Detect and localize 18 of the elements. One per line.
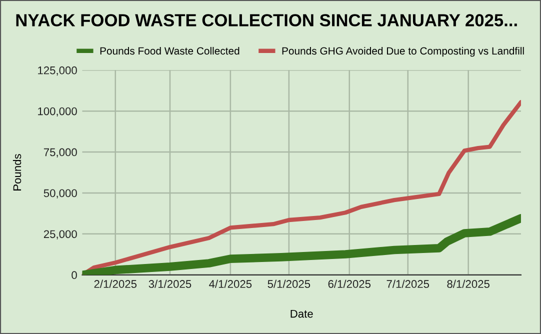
x-tick-label: 7/1/2025 <box>386 280 430 288</box>
y-tick-label: 50,000 <box>44 189 77 198</box>
x-tick-label: 8/1/2025 <box>447 280 490 288</box>
x-tick-label: 4/1/2025 <box>209 280 252 288</box>
x-tick-label: 6/1/2025 <box>328 280 371 288</box>
y-tick-label: 75,000 <box>44 148 77 158</box>
x-tick-label: 2/1/2025 <box>94 280 137 288</box>
y-tick-label: 100,000 <box>38 107 77 117</box>
chart-title: NYACK FOOD WASTE COLLECTION SINCE JANUARY 2025... <box>16 14 517 26</box>
x-tick-label: 5/1/2025 <box>268 280 310 288</box>
y-axis-title: Pounds <box>12 154 22 190</box>
y-tick-label: 25,000 <box>44 230 77 240</box>
legend-label: Pounds Food Waste Collected <box>100 46 240 55</box>
y-tick-label: 0 <box>72 271 77 280</box>
x-tick-label: 3/1/2025 <box>148 280 192 288</box>
y-tick-label: 125,000 <box>38 66 77 76</box>
legend-label: Pounds GHG Avoided Due to Composting vs Landfill <box>282 46 524 57</box>
x-axis-title: Date <box>290 310 313 318</box>
